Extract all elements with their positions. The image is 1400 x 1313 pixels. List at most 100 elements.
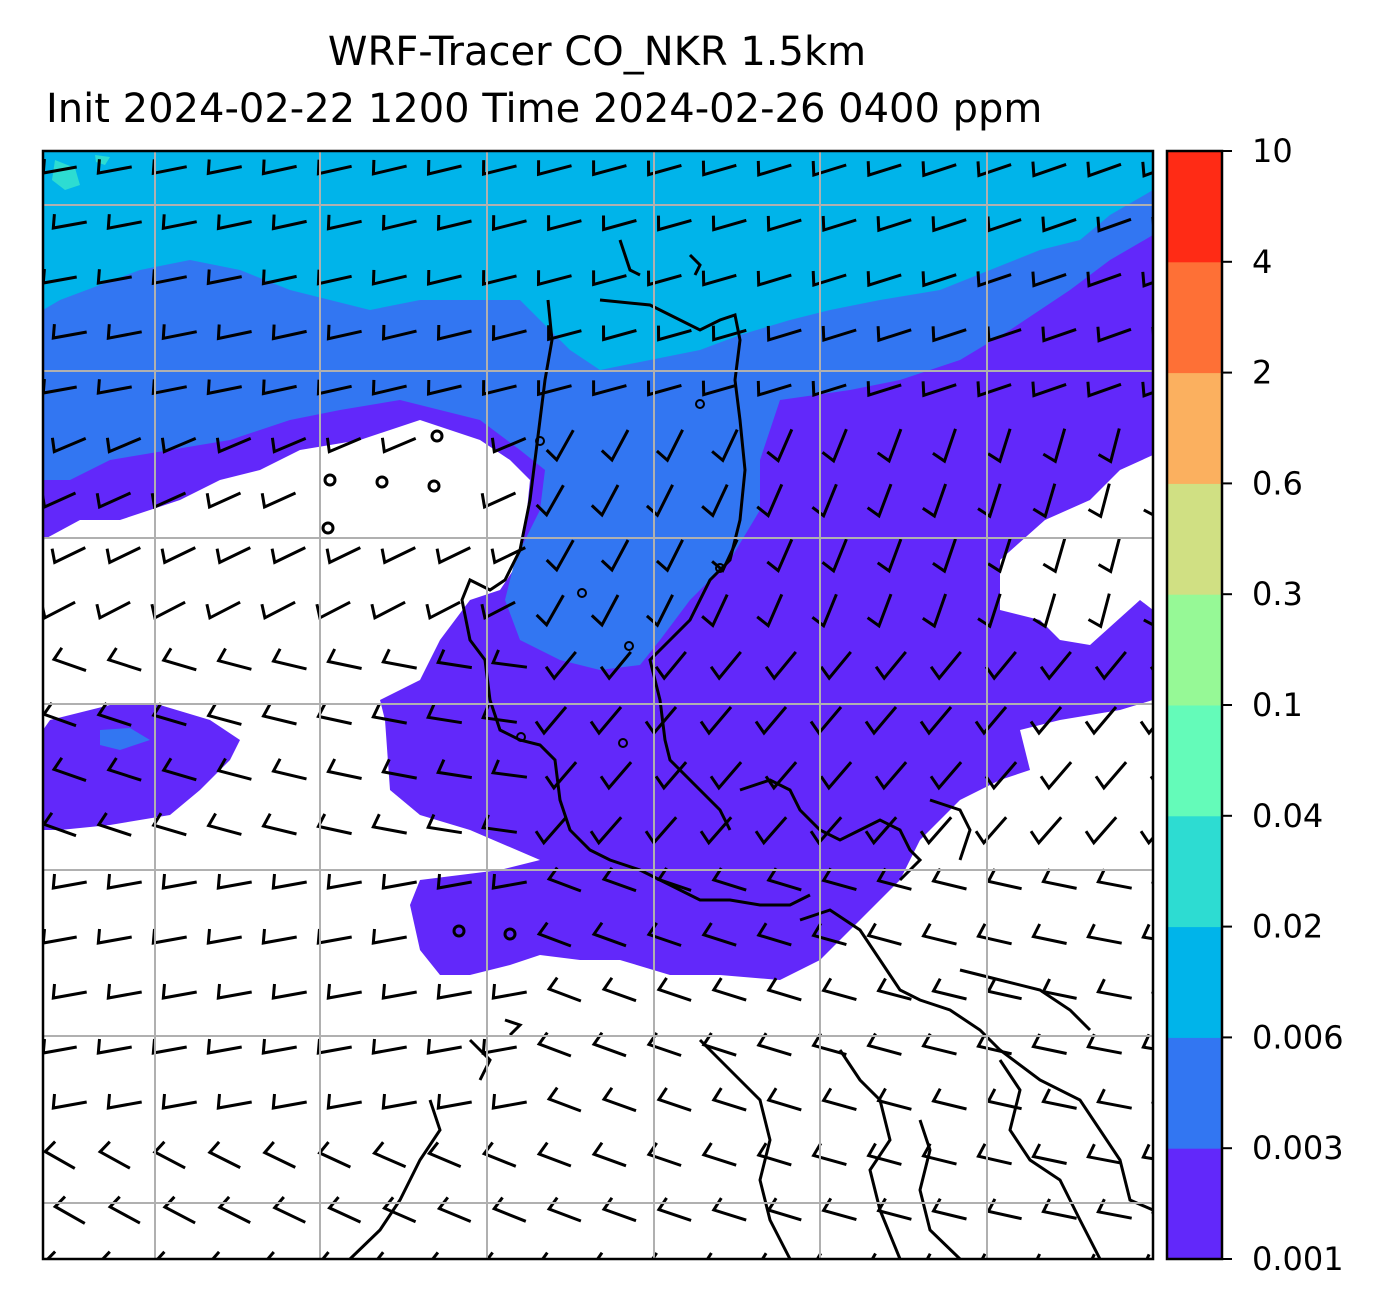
wind-barb <box>1032 483 1057 519</box>
wind-barb <box>546 976 582 1003</box>
colorbar-tick-label: 0.006 <box>1252 1018 1344 1056</box>
wind-barb <box>656 1197 692 1222</box>
wind-barb <box>491 325 527 342</box>
wind-barb <box>106 324 142 341</box>
wind-barb <box>876 1087 912 1111</box>
wind-barb <box>711 215 747 232</box>
wind-barb <box>270 437 307 454</box>
wind-barb <box>1096 216 1132 233</box>
wind-barb <box>976 161 1012 178</box>
wind-barb <box>589 706 623 736</box>
wind-barb <box>381 214 417 231</box>
wind-barb <box>480 491 517 510</box>
colorbar-block <box>1167 1037 1222 1149</box>
wind-barb <box>1029 816 1063 846</box>
wind-barb <box>106 214 142 231</box>
gridlines <box>43 151 1153 1259</box>
wind-barb <box>766 215 802 232</box>
wind-barb <box>151 702 187 727</box>
wind-barb <box>986 326 1022 343</box>
wind-barb <box>540 1251 549 1259</box>
wind-barb <box>491 983 527 1000</box>
wind-barb <box>371 1038 407 1055</box>
wind-barb <box>271 1093 307 1110</box>
wind-barb <box>864 816 898 846</box>
colorbar-block <box>1167 594 1222 706</box>
wind-barb <box>1041 868 1077 890</box>
wind-barb <box>536 1141 572 1168</box>
wind-barb <box>206 159 242 176</box>
wind-barb <box>371 703 407 725</box>
colorbar-tick-label: 0.6 <box>1252 464 1303 502</box>
wind-barb <box>106 983 142 1000</box>
wind-barb <box>711 867 747 892</box>
wind-barb <box>921 271 957 288</box>
wind-barb <box>876 326 912 343</box>
wind-barb <box>261 812 297 836</box>
wind-barb <box>382 1196 417 1224</box>
wind-barb <box>491 1093 527 1110</box>
wind-barb <box>206 1038 242 1055</box>
wind-barb <box>866 1032 902 1056</box>
wind-barb <box>316 159 352 176</box>
wind-barb <box>481 1141 517 1168</box>
wind-barb <box>381 758 417 780</box>
wind-barb <box>435 546 471 565</box>
wind-barb <box>215 546 251 565</box>
wind-barb <box>601 1086 637 1113</box>
wind-barb <box>756 922 792 947</box>
wind-barb <box>711 325 747 342</box>
wind-barb <box>436 758 473 780</box>
wind-barb <box>536 160 572 177</box>
wind-barb <box>96 702 132 727</box>
wind-barb <box>481 270 517 287</box>
wind-barb <box>491 873 527 890</box>
wind-barb <box>43 600 76 621</box>
wind-barb <box>1141 271 1153 288</box>
wind-barb <box>976 923 1012 946</box>
wind-barb <box>921 922 957 946</box>
wind-barb <box>600 429 630 463</box>
wind-barb <box>701 160 737 177</box>
wind-barb <box>711 428 739 463</box>
wind-barb <box>599 650 632 681</box>
wind-barb <box>326 324 362 341</box>
wind-barb <box>162 1195 196 1225</box>
wind-barb <box>984 650 1017 681</box>
colorbar-block <box>1167 151 1222 263</box>
wind-barb <box>381 873 417 890</box>
wind-barb <box>271 324 307 341</box>
wind-barb <box>381 983 417 1000</box>
wind-barb <box>1039 761 1073 791</box>
wind-barb <box>592 270 627 287</box>
wind-barb <box>96 269 132 285</box>
wind-barb <box>96 379 132 395</box>
colorbar-block <box>1167 815 1222 928</box>
wind-barb <box>1031 161 1067 178</box>
wind-barb <box>766 325 802 342</box>
wind-barb <box>51 983 87 1000</box>
wind-barb <box>876 538 903 574</box>
wind-barb <box>756 593 784 628</box>
wind-barb <box>756 1032 792 1057</box>
wind-barb <box>645 594 674 628</box>
wind-barb <box>974 706 1008 736</box>
wind-barb <box>206 928 242 945</box>
wind-barb <box>206 702 242 726</box>
wind-barb <box>1096 326 1132 343</box>
wind-barb <box>535 484 565 518</box>
wind-barb <box>711 977 747 1002</box>
wind-barb <box>161 214 197 231</box>
wind-barb <box>160 546 196 565</box>
wind-barb <box>535 594 565 628</box>
wind-barb <box>1141 161 1153 178</box>
map-area <box>43 151 1153 1259</box>
wind-barb <box>326 648 362 670</box>
wind-barb <box>270 546 306 565</box>
colorbar-block <box>1167 261 1222 374</box>
wind-barb <box>921 381 957 398</box>
wind-barb <box>701 270 737 287</box>
wind-barb <box>96 812 132 837</box>
wind-barb <box>436 983 472 1000</box>
wind-barb <box>547 325 582 342</box>
